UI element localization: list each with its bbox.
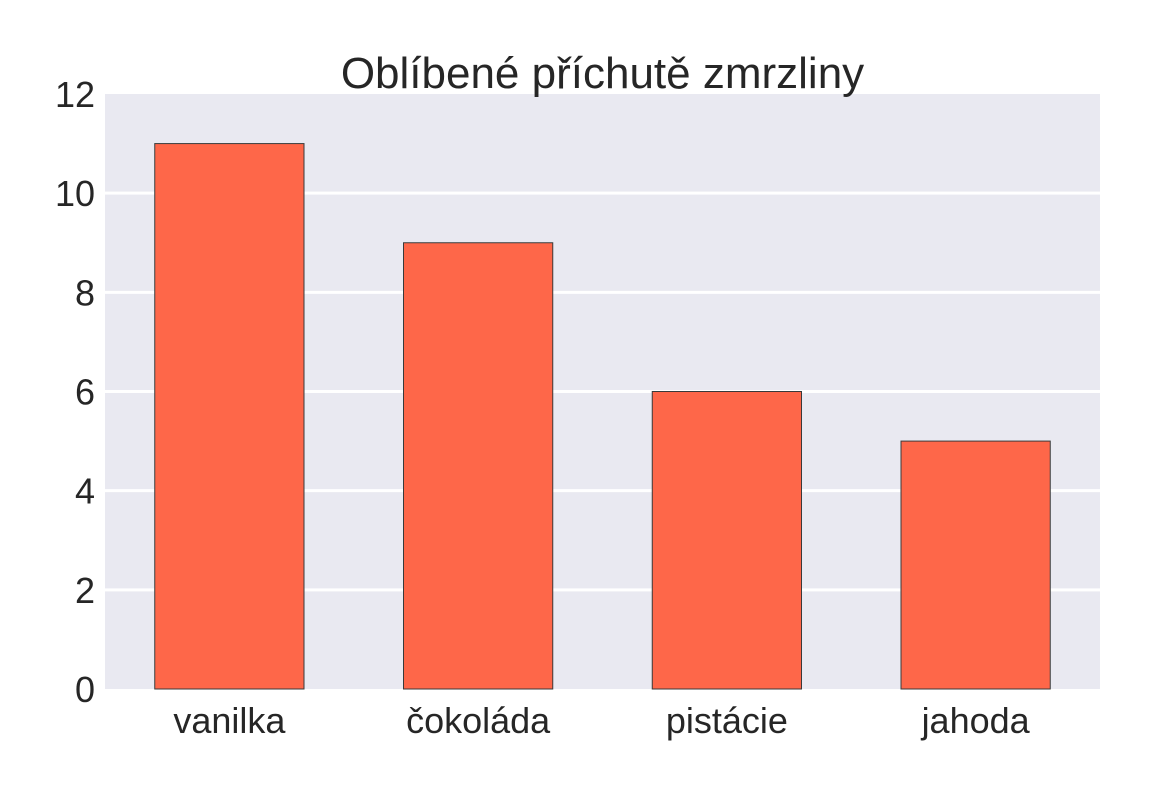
x-tick-label: pistácie (666, 700, 788, 741)
chart-title: Oblíbené příchutě zmrzliny (341, 49, 864, 98)
y-tick-label: 2 (75, 570, 95, 611)
bar-0 (154, 143, 305, 690)
bar-3 (900, 440, 1051, 690)
y-tick-label: 8 (75, 272, 95, 313)
y-tick-label: 6 (75, 372, 95, 413)
y-axis-tick-labels: 0 2 4 6 8 10 12 (55, 74, 95, 710)
x-tick-label: jahoda (921, 700, 1031, 741)
bars (154, 143, 1051, 690)
x-axis-tick-labels: vanilka čokoláda pistácie jahoda (173, 700, 1030, 741)
bar-1 (403, 242, 554, 690)
bar-2 (651, 391, 802, 690)
x-tick-label: čokoláda (406, 700, 551, 741)
y-tick-label: 12 (55, 74, 95, 115)
y-tick-label: 0 (75, 669, 95, 710)
y-tick-label: 4 (75, 471, 95, 512)
y-tick-label: 10 (55, 173, 95, 214)
x-tick-label: vanilka (173, 700, 286, 741)
